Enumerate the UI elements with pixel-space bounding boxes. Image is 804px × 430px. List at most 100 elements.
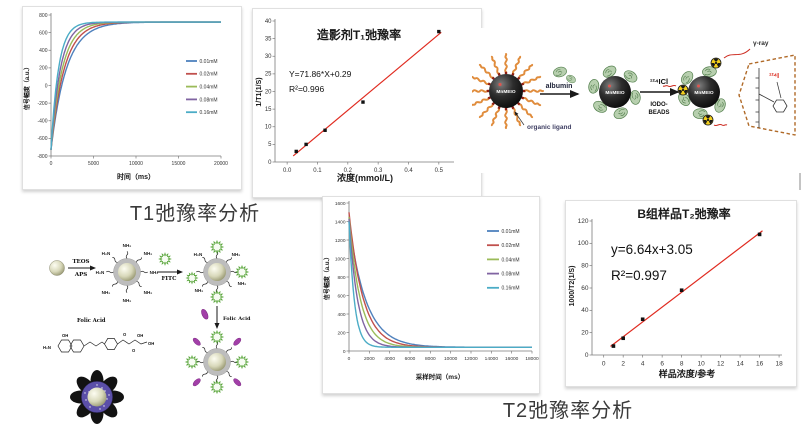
structure-callout: ¹²⁴I [738, 54, 796, 136]
gamma-ray-label: γ-ray [753, 40, 769, 47]
amine-label: NH₂ [102, 290, 111, 295]
x-tick-label: 4 [641, 361, 645, 368]
amine-label: NH₂ [195, 288, 204, 293]
amine-label: NH₂ [144, 290, 153, 295]
x-tick-label: 12 [717, 361, 725, 368]
legend-label: 0.08mM [200, 97, 218, 103]
y-tick-label: 5 [268, 142, 272, 148]
fitc-burst-icon [210, 240, 224, 254]
y-tick-label: 25 [265, 72, 272, 78]
x-tick-label: 0.2 [344, 168, 353, 174]
y-tick-label: 400 [39, 48, 48, 54]
y-tick-label: 40 [581, 307, 589, 314]
folic-acid-structure: OH H₂N O OH O OH [43, 332, 154, 353]
gamma-squiggle [713, 123, 728, 127]
iodo-bond [776, 81, 782, 99]
legend-label: 0.02mM [200, 72, 218, 78]
y-tick-label: 800 [337, 275, 345, 281]
albumin-blob-icon [629, 89, 642, 106]
legend-label: 0.02mM [502, 243, 520, 249]
data-point [611, 344, 616, 348]
isotope-label: ¹²⁴I [769, 73, 779, 80]
y-tick-label: 400 [337, 312, 345, 318]
nanoparticle-core [599, 76, 631, 108]
legend-label: 0.01mM [502, 229, 520, 235]
radiolabeling-diagram: MnMEIO organic ligand albumin MnMEIO [468, 28, 804, 173]
flower-nanoparticle-image [70, 370, 124, 424]
pterin-ring-2 [69, 339, 85, 353]
synthesis-scheme-svg: TEOS APS NH₂ NH₂ NH₂ NH₂ NH₂ NH₂ H₂N [43, 240, 251, 424]
x-axis-label: 样品浓度/参考 [659, 368, 716, 379]
amine-label: NH₂ [144, 251, 153, 256]
data-point [323, 128, 327, 132]
data-point [757, 232, 762, 237]
y-tick-label: 60 [581, 285, 589, 292]
albumin-blob-icon [587, 78, 601, 95]
t2_relaxivity_fit-svg: 0 20 40 60 80 100 120 0 2 4 6 8 10 12 14 16 18 样品浓度/参考 100… [569, 206, 783, 379]
glint-dot [498, 82, 502, 87]
x-tick-label: 18 [775, 361, 783, 368]
fitc-burst-icon [210, 330, 224, 344]
x-tick-label: 14000 [485, 356, 499, 362]
bare-sphere [49, 260, 65, 276]
amine-label: H₂N [102, 251, 111, 256]
fitc-burst-icon [210, 290, 224, 304]
y-tick-label: -600 [37, 136, 47, 142]
radiation-icon [677, 84, 689, 96]
fit-line [292, 31, 442, 157]
amine-label: NH₂ [150, 270, 159, 275]
legend-label: 0.01mM [200, 59, 218, 65]
dashed-callout-box [738, 54, 796, 136]
linker-chain [83, 341, 103, 347]
x-tick-label: 10000 [444, 356, 458, 362]
organic-ligand-pointer [514, 111, 525, 126]
x-tick-label: 0.0 [283, 168, 292, 174]
benzene-ring [104, 338, 118, 350]
gamma-squiggle [662, 84, 677, 88]
fit-line [610, 230, 763, 347]
benzene-ring [772, 99, 788, 113]
core-sphere [87, 387, 107, 407]
albumin-coated-nanoparticle: MnMEIO [587, 63, 642, 122]
x-tick-label: 10 [698, 361, 706, 368]
y-tick-label: 0 [343, 349, 346, 355]
iodo-beads-label-line1: IODO- [650, 102, 667, 108]
t1_recovery_curves-svg: -800 -600 -400 -200 0 200 400 600 800 0 5000 10000 1… [23, 13, 228, 181]
oh-label: OH [137, 333, 143, 338]
y-tick-label: 1400 [335, 219, 346, 225]
iodo-beads-label-line2: BEADS [648, 110, 669, 116]
folate-fitc-nanoparticle [185, 330, 249, 394]
y-tick-label: 600 [337, 293, 345, 299]
particle-label: MnMEIO [694, 90, 713, 96]
y-tick-label: 0 [268, 160, 272, 166]
legend-label: 0.08mM [502, 272, 520, 278]
t1-relaxivity-chart-panel: 0 5 10 15 20 25 30 35 40 0.0 0.1 0.2 0.3 0.4 0.5 浓度(mmo… [252, 8, 482, 198]
folate-petal-icon [199, 308, 210, 321]
x-tick-label: 0.3 [374, 168, 383, 174]
t2-relaxivity-chart-panel: 0 20 40 60 80 100 120 0 2 4 6 8 10 12 14 16 18 样品浓度/参考 100… [565, 200, 797, 387]
core-sphere [118, 263, 136, 281]
x-axis-label: 采样时间（ms） [416, 372, 464, 381]
folate-petal-icon [232, 377, 243, 388]
particle-label: MnMEIO [605, 90, 624, 96]
core-sphere [208, 263, 226, 281]
x-tick-label: 4000 [384, 356, 395, 362]
y-tick-label: 80 [581, 262, 589, 269]
y-axis-label: 1/T1(1/S) [256, 77, 263, 106]
data-point [304, 142, 308, 147]
teos-label: TEOS [72, 259, 89, 265]
y-tick-label: 10 [265, 125, 272, 131]
radiation-icon [702, 114, 714, 126]
amine-label: NH₂ [123, 298, 132, 303]
amine-nanoparticle: NH₂ NH₂ NH₂ NH₂ NH₂ NH₂ H₂N H₂N [96, 243, 159, 303]
series-line-0.16mM [50, 21, 221, 150]
fitc-burst-icon [235, 265, 249, 279]
x-tick-label: 2000 [364, 356, 375, 362]
nanoparticle-core [489, 74, 523, 108]
albumin-blob-icon [552, 65, 568, 79]
y-tick-label: 200 [39, 66, 48, 72]
glutamate-chain [101, 339, 148, 345]
ligand-nanoparticle: MnMEIO [468, 53, 544, 129]
folate-petal-icon [232, 336, 243, 347]
core-sphere [208, 353, 226, 371]
